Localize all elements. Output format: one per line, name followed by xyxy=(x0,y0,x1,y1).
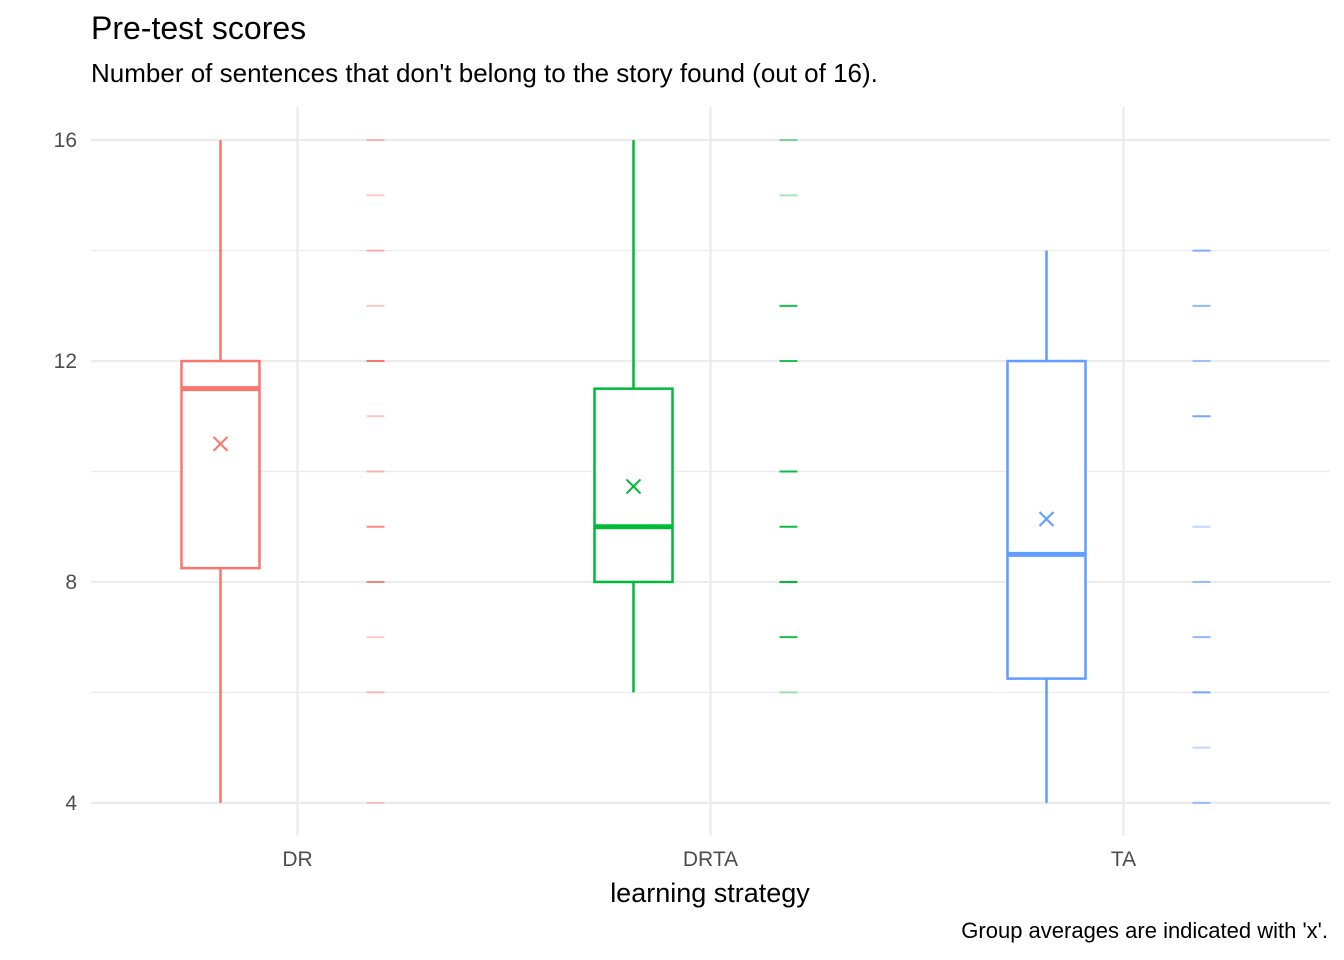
mean-marker xyxy=(625,478,642,495)
x-axis-tick-labels: DR DRTA TA xyxy=(282,848,1136,871)
boxplot-drta xyxy=(593,140,674,693)
y-tick-label: 16 xyxy=(54,129,77,152)
x-axis-title: learning strategy xyxy=(610,878,810,908)
x-tick-label: DRTA xyxy=(683,848,738,871)
boxplot-ta xyxy=(1006,250,1087,803)
y-tick-label: 4 xyxy=(65,792,77,815)
boxplot-dr xyxy=(180,140,261,803)
x-tick-label: TA xyxy=(1111,848,1136,871)
value-rugs xyxy=(366,139,1211,804)
mean-marker xyxy=(212,436,229,452)
mean-marker xyxy=(1038,511,1055,527)
y-axis-tick-labels: 4 8 12 16 xyxy=(54,129,78,815)
major-gridlines xyxy=(91,107,1330,836)
y-tick-label: 8 xyxy=(65,571,77,594)
x-tick-label: DR xyxy=(282,848,312,871)
boxplots xyxy=(180,140,1087,803)
chart-title: Pre-test scores xyxy=(91,10,307,46)
chart-subtitle: Number of sentences that don't belong to… xyxy=(91,58,878,88)
y-tick-label: 12 xyxy=(54,350,77,373)
chart-caption: Group averages are indicated with 'x'. xyxy=(961,918,1328,943)
iqr-box xyxy=(180,359,261,570)
